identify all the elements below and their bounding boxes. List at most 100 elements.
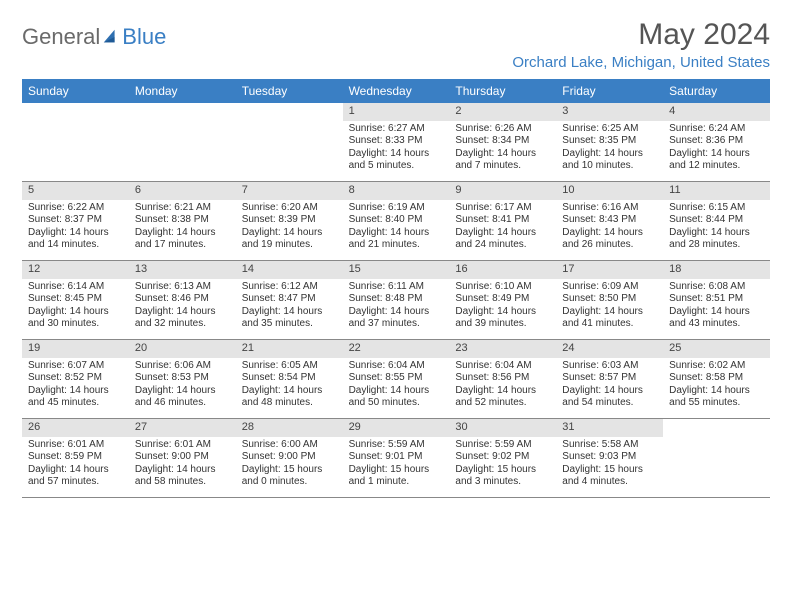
day-cell: 29Sunrise: 5:59 AMSunset: 9:01 PMDayligh… xyxy=(343,419,450,497)
day-cell: 6Sunrise: 6:21 AMSunset: 8:38 PMDaylight… xyxy=(129,182,236,260)
day-body: Sunrise: 6:27 AMSunset: 8:33 PMDaylight:… xyxy=(343,123,450,177)
daylight-text: Daylight: 14 hours and 43 minutes. xyxy=(669,306,764,331)
day-number: 10 xyxy=(556,182,663,200)
sunrise-text: Sunrise: 6:03 AM xyxy=(562,360,657,373)
day-header-cell: Thursday xyxy=(449,79,556,103)
day-header-cell: Wednesday xyxy=(343,79,450,103)
sunrise-text: Sunrise: 6:05 AM xyxy=(242,360,337,373)
day-body: Sunrise: 6:26 AMSunset: 8:34 PMDaylight:… xyxy=(449,123,556,177)
day-number xyxy=(663,419,770,435)
sail-icon xyxy=(102,28,120,46)
day-body: Sunrise: 6:01 AMSunset: 8:59 PMDaylight:… xyxy=(22,439,129,493)
day-body: Sunrise: 6:08 AMSunset: 8:51 PMDaylight:… xyxy=(663,281,770,335)
sunrise-text: Sunrise: 6:04 AM xyxy=(455,360,550,373)
day-header-cell: Saturday xyxy=(663,79,770,103)
day-number xyxy=(236,103,343,119)
day-cell: 22Sunrise: 6:04 AMSunset: 8:55 PMDayligh… xyxy=(343,340,450,418)
day-body: Sunrise: 6:24 AMSunset: 8:36 PMDaylight:… xyxy=(663,123,770,177)
day-body: Sunrise: 6:20 AMSunset: 8:39 PMDaylight:… xyxy=(236,202,343,256)
day-cell: 18Sunrise: 6:08 AMSunset: 8:51 PMDayligh… xyxy=(663,261,770,339)
daylight-text: Daylight: 14 hours and 41 minutes. xyxy=(562,306,657,331)
sunset-text: Sunset: 8:47 PM xyxy=(242,293,337,306)
sunset-text: Sunset: 8:37 PM xyxy=(28,214,123,227)
sunset-text: Sunset: 8:46 PM xyxy=(135,293,230,306)
day-number xyxy=(22,103,129,119)
sunrise-text: Sunrise: 6:06 AM xyxy=(135,360,230,373)
day-cell: 3Sunrise: 6:25 AMSunset: 8:35 PMDaylight… xyxy=(556,103,663,181)
day-number: 28 xyxy=(236,419,343,437)
day-body: Sunrise: 6:21 AMSunset: 8:38 PMDaylight:… xyxy=(129,202,236,256)
sunrise-text: Sunrise: 5:59 AM xyxy=(349,439,444,452)
sunset-text: Sunset: 8:52 PM xyxy=(28,372,123,385)
sunrise-text: Sunrise: 6:04 AM xyxy=(349,360,444,373)
day-number: 25 xyxy=(663,340,770,358)
day-body: Sunrise: 6:02 AMSunset: 8:58 PMDaylight:… xyxy=(663,360,770,414)
sunrise-text: Sunrise: 6:12 AM xyxy=(242,281,337,294)
day-body: Sunrise: 6:04 AMSunset: 8:56 PMDaylight:… xyxy=(449,360,556,414)
sunrise-text: Sunrise: 6:07 AM xyxy=(28,360,123,373)
day-number: 17 xyxy=(556,261,663,279)
day-header-cell: Sunday xyxy=(22,79,129,103)
day-number: 4 xyxy=(663,103,770,121)
day-number: 19 xyxy=(22,340,129,358)
sunset-text: Sunset: 9:00 PM xyxy=(135,451,230,464)
day-number: 30 xyxy=(449,419,556,437)
day-cell: 14 Sunrise: 6:12 AMSunset: 8:47 PMDayligh… xyxy=(236,261,343,339)
day-number: 16 xyxy=(449,261,556,279)
day-cell: 24Sunrise: 6:03 AMSunset: 8:57 PMDayligh… xyxy=(556,340,663,418)
sunset-text: Sunset: 8:58 PM xyxy=(669,372,764,385)
sunset-text: Sunset: 8:33 PM xyxy=(349,135,444,148)
daylight-text: Daylight: 14 hours and 30 minutes. xyxy=(28,306,123,331)
day-body: Sunrise: 5:59 AMSunset: 9:02 PMDaylight:… xyxy=(449,439,556,493)
daylight-text: Daylight: 14 hours and 19 minutes. xyxy=(242,227,337,252)
daylight-text: Daylight: 14 hours and 14 minutes. xyxy=(28,227,123,252)
day-cell: 31Sunrise: 5:58 AMSunset: 9:03 PMDayligh… xyxy=(556,419,663,497)
daylight-text: Daylight: 14 hours and 46 minutes. xyxy=(135,385,230,410)
sunset-text: Sunset: 8:51 PM xyxy=(669,293,764,306)
day-cell: 25 Sunrise: 6:02 AMSunset: 8:58 PMDayligh… xyxy=(663,340,770,418)
daylight-text: Daylight: 14 hours and 57 minutes. xyxy=(28,464,123,489)
day-cell: 17 Sunrise: 6:09 AMSunset: 8:50 PMDayligh… xyxy=(556,261,663,339)
sunrise-text: Sunrise: 6:11 AM xyxy=(349,281,444,294)
day-body: Sunrise: 6:03 AMSunset: 8:57 PMDaylight:… xyxy=(556,360,663,414)
header: General Blue May 2024 Orchard Lake, Mich… xyxy=(22,18,770,71)
day-body: Sunrise: 6:13 AMSunset: 8:46 PMDaylight:… xyxy=(129,281,236,335)
day-cell: 28Sunrise: 6:00 AMSunset: 9:00 PMDayligh… xyxy=(236,419,343,497)
sunset-text: Sunset: 8:53 PM xyxy=(135,372,230,385)
daylight-text: Daylight: 14 hours and 35 minutes. xyxy=(242,306,337,331)
sunrise-text: Sunrise: 6:09 AM xyxy=(562,281,657,294)
week-row: 5Sunrise: 6:22 AMSunset: 8:37 PMDaylight… xyxy=(22,182,770,261)
day-number: 11 xyxy=(663,182,770,200)
day-cell: 23Sunrise: 6:04 AMSunset: 8:56 PMDayligh… xyxy=(449,340,556,418)
day-body: Sunrise: 6:04 AMSunset: 8:55 PMDaylight:… xyxy=(343,360,450,414)
daylight-text: Daylight: 14 hours and 39 minutes. xyxy=(455,306,550,331)
sunset-text: Sunset: 8:50 PM xyxy=(562,293,657,306)
day-body: Sunrise: 6:07 AMSunset: 8:52 PMDaylight:… xyxy=(22,360,129,414)
sunset-text: Sunset: 8:39 PM xyxy=(242,214,337,227)
day-header-cell: Tuesday xyxy=(236,79,343,103)
location-text: Orchard Lake, Michigan, United States xyxy=(512,54,770,71)
day-body: Sunrise: 6:19 AMSunset: 8:40 PMDaylight:… xyxy=(343,202,450,256)
day-number: 8 xyxy=(343,182,450,200)
day-number: 27 xyxy=(129,419,236,437)
brand-logo: General Blue xyxy=(22,18,166,50)
day-number: 13 xyxy=(129,261,236,279)
day-cell xyxy=(236,103,343,181)
day-cell: 12Sunrise: 6:14 AMSunset: 8:45 PMDayligh… xyxy=(22,261,129,339)
sunset-text: Sunset: 8:41 PM xyxy=(455,214,550,227)
brand-part2: Blue xyxy=(122,26,166,48)
sunset-text: Sunset: 9:02 PM xyxy=(455,451,550,464)
daylight-text: Daylight: 14 hours and 32 minutes. xyxy=(135,306,230,331)
day-body: Sunrise: 6:05 AMSunset: 8:54 PMDaylight:… xyxy=(236,360,343,414)
sunset-text: Sunset: 8:34 PM xyxy=(455,135,550,148)
weeks-container: 1Sunrise: 6:27 AMSunset: 8:33 PMDaylight… xyxy=(22,103,770,498)
day-number: 2 xyxy=(449,103,556,121)
day-number: 31 xyxy=(556,419,663,437)
daylight-text: Daylight: 14 hours and 24 minutes. xyxy=(455,227,550,252)
sunset-text: Sunset: 9:03 PM xyxy=(562,451,657,464)
day-number: 14 xyxy=(236,261,343,279)
day-cell: 11Sunrise: 6:15 AMSunset: 8:44 PMDayligh… xyxy=(663,182,770,260)
day-number: 15 xyxy=(343,261,450,279)
day-cell: 13 Sunrise: 6:13 AMSunset: 8:46 PMDayligh… xyxy=(129,261,236,339)
sunset-text: Sunset: 8:43 PM xyxy=(562,214,657,227)
